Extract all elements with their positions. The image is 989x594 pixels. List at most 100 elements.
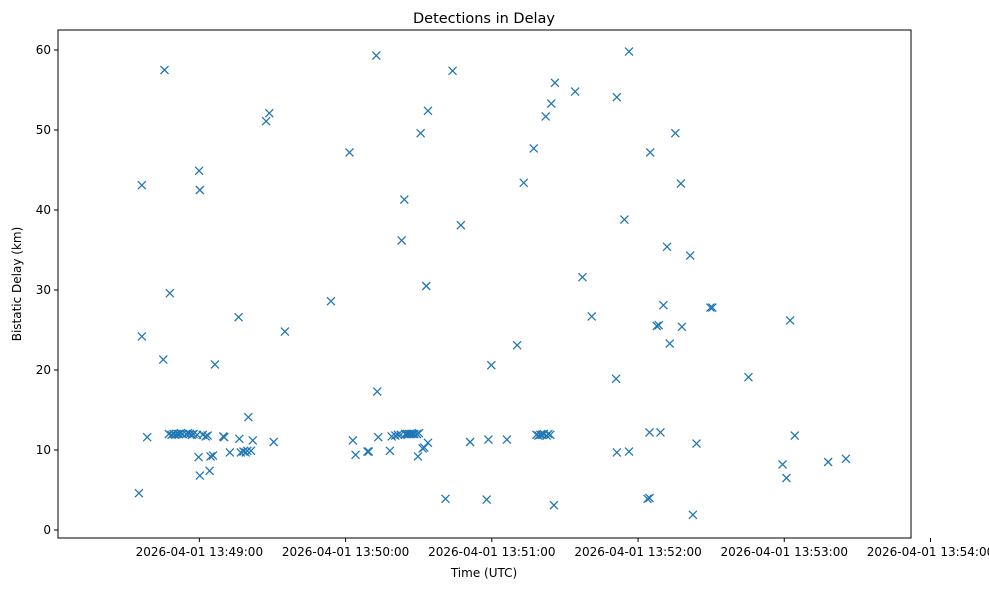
- data-point: [348, 435, 358, 445]
- data-point: [205, 466, 215, 476]
- data-point: [545, 430, 555, 440]
- data-point: [203, 431, 213, 441]
- data-point: [385, 446, 395, 456]
- data-point: [790, 431, 800, 441]
- data-point: [165, 288, 175, 298]
- data-point: [413, 451, 423, 461]
- y-axis-label: Bistatic Delay (km): [10, 227, 24, 342]
- y-tick-label: 30: [36, 283, 51, 297]
- chart-title: Detections in Delay: [413, 11, 555, 27]
- data-point: [142, 432, 152, 442]
- data-point: [137, 180, 147, 190]
- data-point: [219, 432, 229, 442]
- data-point: [529, 143, 539, 153]
- data-point: [371, 51, 381, 61]
- x-axis-label: Time (UTC): [450, 566, 517, 580]
- data-point: [423, 106, 433, 116]
- data-point: [210, 359, 220, 369]
- data-point: [246, 446, 256, 456]
- data-point: [419, 443, 429, 453]
- data-point: [456, 220, 466, 230]
- data-point: [406, 429, 416, 439]
- data-point: [587, 311, 597, 321]
- data-point: [677, 322, 687, 332]
- x-axis: 2026-04-01 13:49:00 2026-04-01 13:50:00 20…: [136, 538, 989, 559]
- data-point: [676, 179, 686, 189]
- data-point: [612, 447, 622, 457]
- data-point: [243, 412, 253, 422]
- data-point: [194, 452, 204, 462]
- y-tick-label: 40: [36, 203, 51, 217]
- data-point: [195, 471, 205, 481]
- x-tick-label: 2026-04-01 13:52:00: [574, 545, 701, 559]
- data-point: [195, 185, 205, 195]
- data-point: [785, 315, 795, 325]
- data-point: [248, 435, 258, 445]
- data-point: [242, 446, 252, 456]
- x-tick-label: 2026-04-01 13:53:00: [721, 545, 848, 559]
- data-point: [234, 434, 244, 444]
- data-point: [823, 457, 833, 467]
- data-point: [502, 435, 512, 445]
- data-point: [326, 296, 336, 306]
- data-point: [654, 320, 664, 330]
- data-point: [658, 300, 668, 310]
- data-point: [670, 128, 680, 138]
- plot-frame: [57, 29, 912, 539]
- data-point: [465, 437, 475, 447]
- data-point: [137, 331, 147, 341]
- y-tick-label: 60: [36, 43, 51, 57]
- data-point: [208, 451, 218, 461]
- y-tick-label: 10: [36, 443, 51, 457]
- data-point: [665, 339, 675, 349]
- data-point: [743, 372, 753, 382]
- data-point: [158, 355, 168, 365]
- data-point: [624, 47, 634, 57]
- x-tick-label: 2026-04-01 13:54:00: [867, 545, 989, 559]
- data-point: [194, 166, 204, 176]
- data-point: [160, 65, 169, 75]
- data-point: [645, 427, 654, 437]
- y-tick-label: 0: [43, 523, 51, 537]
- x-tick-label: 2026-04-01 13:50:00: [282, 545, 409, 559]
- data-point: [688, 510, 698, 520]
- data-point: [280, 327, 290, 337]
- y-tick-label: 20: [36, 363, 51, 377]
- data-point: [399, 195, 409, 205]
- data-point: [782, 473, 791, 483]
- data-point: [707, 303, 717, 313]
- data-point: [624, 447, 634, 457]
- data-point: [611, 374, 621, 384]
- data-point: [578, 272, 587, 282]
- data-point: [441, 494, 450, 504]
- data-point: [482, 495, 492, 505]
- data-point: [546, 99, 556, 109]
- data-point: [372, 387, 382, 397]
- data-point: [543, 429, 553, 439]
- y-tick-label: 50: [36, 123, 51, 137]
- data-point: [645, 147, 655, 157]
- data-point: [841, 454, 851, 464]
- data-point: [363, 447, 372, 457]
- data-point: [483, 435, 493, 445]
- data-point: [541, 111, 551, 121]
- data-point: [519, 178, 529, 188]
- y-axis: 0 10 20 30 40 50 60: [36, 43, 58, 537]
- x-tick-label: 2026-04-01 13:49:00: [136, 545, 263, 559]
- data-point: [656, 427, 665, 437]
- data-points: [134, 47, 851, 520]
- data-point: [549, 500, 559, 510]
- data-point: [345, 147, 354, 157]
- data-point: [351, 450, 361, 460]
- data-point: [619, 215, 629, 225]
- data-point: [393, 430, 403, 440]
- data-point: [421, 281, 431, 291]
- data-point: [234, 312, 244, 322]
- data-point: [423, 438, 433, 448]
- data-point: [685, 251, 695, 261]
- data-point: [778, 459, 788, 469]
- data-point: [134, 488, 144, 498]
- x-tick-label: 2026-04-01 13:51:00: [428, 545, 555, 559]
